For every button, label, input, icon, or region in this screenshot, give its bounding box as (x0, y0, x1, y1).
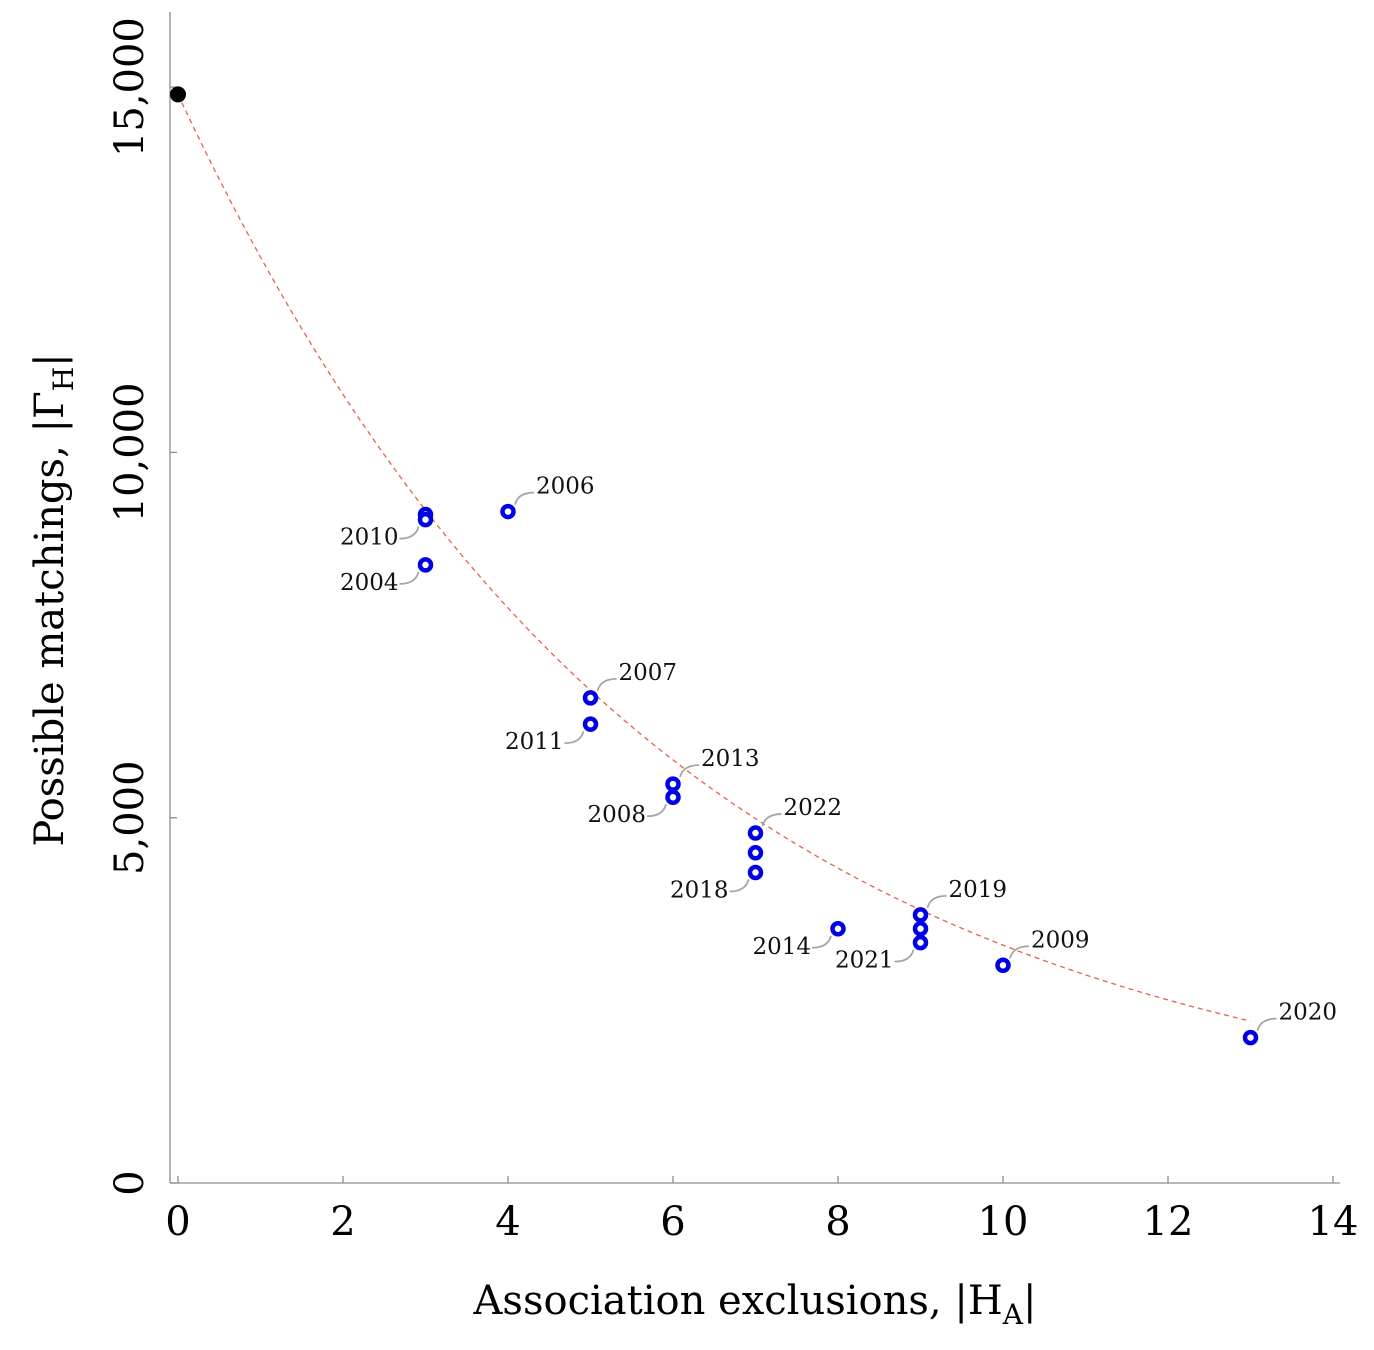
point-label: 2004 (340, 570, 399, 596)
label-leader (399, 571, 420, 585)
data-point (665, 776, 681, 792)
label-leader (564, 730, 585, 745)
point-label: 2008 (587, 802, 646, 828)
point-labels: 2010 2004 2006 2007 2011 2013 2008 2022 2018 2014… (340, 474, 1337, 1026)
data-point (747, 825, 764, 841)
x-tick-label: 4 (495, 1199, 520, 1245)
point-label: 2013 (701, 746, 760, 772)
y-tick-label: 15,000 (107, 17, 153, 157)
data-point (417, 557, 434, 573)
label-leaders (399, 491, 1277, 1031)
data-point (830, 921, 846, 937)
x-tick-label: 8 (825, 1199, 850, 1245)
label-leader (894, 949, 915, 963)
label-leader (514, 491, 535, 505)
fit-curve (177, 94, 1251, 1022)
data-point (912, 934, 929, 951)
x-tick-label: 12 (1143, 1199, 1194, 1245)
point-label: 2021 (835, 948, 894, 974)
y-tick-label: 0 (107, 1170, 153, 1195)
data-point (500, 503, 516, 520)
y-tick-label: 10,000 (107, 382, 153, 522)
x-tick-label: 0 (165, 1199, 190, 1245)
data-point (747, 864, 764, 881)
point-label: 2010 (340, 525, 399, 551)
point-label: 2018 (670, 877, 729, 903)
label-leader (399, 526, 420, 540)
x-tick-label: 2 (330, 1199, 355, 1245)
data-points (170, 86, 1259, 1046)
label-leader (646, 803, 667, 818)
x-axis-ticks: 0 2 4 6 8 10 12 14 (165, 1176, 1358, 1245)
data-point (417, 511, 434, 528)
point-label: 2020 (1279, 1000, 1338, 1026)
label-leader (679, 764, 700, 778)
point-label: 2019 (949, 877, 1008, 903)
point-label: 2009 (1031, 927, 1090, 953)
point-label: 2014 (752, 934, 811, 960)
y-axis-ticks: 0 5,000 10,000 15,000 (107, 17, 177, 1196)
x-tick-label: 6 (660, 1199, 685, 1245)
data-point (582, 716, 599, 732)
origin-point (170, 86, 186, 103)
axes (169, 12, 1340, 1184)
y-tick-label: 5,000 (107, 760, 153, 875)
label-leader (1256, 1017, 1277, 1031)
label-leader (596, 677, 617, 692)
point-label: 2022 (784, 795, 843, 821)
data-point (747, 845, 764, 861)
point-label: 2007 (619, 660, 678, 686)
data-point (665, 789, 681, 805)
point-label: 2006 (536, 474, 595, 500)
data-point (912, 921, 929, 937)
label-leader (1009, 945, 1030, 959)
y-axis-title: Possible matchings, |ΓH| (27, 353, 80, 846)
x-tick-label: 10 (978, 1199, 1029, 1245)
data-point (995, 957, 1011, 974)
label-leader (761, 813, 782, 827)
label-leader (811, 935, 832, 949)
label-leader (926, 894, 947, 909)
x-tick-label: 14 (1308, 1199, 1359, 1245)
point-label: 2011 (505, 729, 564, 755)
label-leader (729, 879, 750, 893)
data-point (912, 907, 929, 923)
x-axis-title: Association exclusions, |HA| (473, 1278, 1037, 1331)
data-point (582, 690, 599, 706)
data-point (1242, 1029, 1259, 1046)
